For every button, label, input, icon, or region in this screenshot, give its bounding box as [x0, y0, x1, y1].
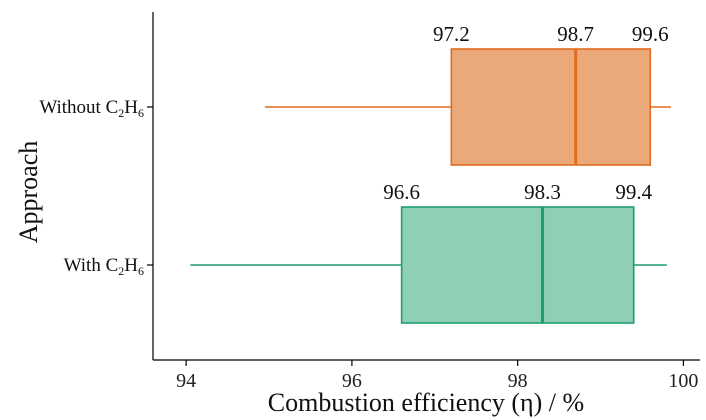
category-label-without: Without C2H6 [39, 97, 144, 120]
x-tick-label-100: 100 [668, 370, 698, 392]
data-label-median-without: 98.7 [557, 22, 594, 46]
data-label-median-with: 98.3 [524, 180, 561, 204]
data-label-q1-without: 97.2 [433, 22, 470, 46]
x-axis-title: Combustion efficiency (η) / % [268, 388, 584, 417]
box-without [450, 48, 652, 166]
y-axis-title: Approach [14, 141, 43, 244]
data-label-q3-without: 99.6 [632, 22, 669, 46]
x-tick-label-98: 98 [508, 370, 528, 392]
category-label-with: With C2H6 [64, 255, 144, 278]
x-tick-label-96: 96 [342, 370, 362, 392]
x-tick-label-94: 94 [176, 370, 196, 392]
data-label-q3-with: 99.4 [615, 180, 652, 204]
data-label-q1-with: 96.6 [383, 180, 420, 204]
box-with [400, 206, 635, 324]
